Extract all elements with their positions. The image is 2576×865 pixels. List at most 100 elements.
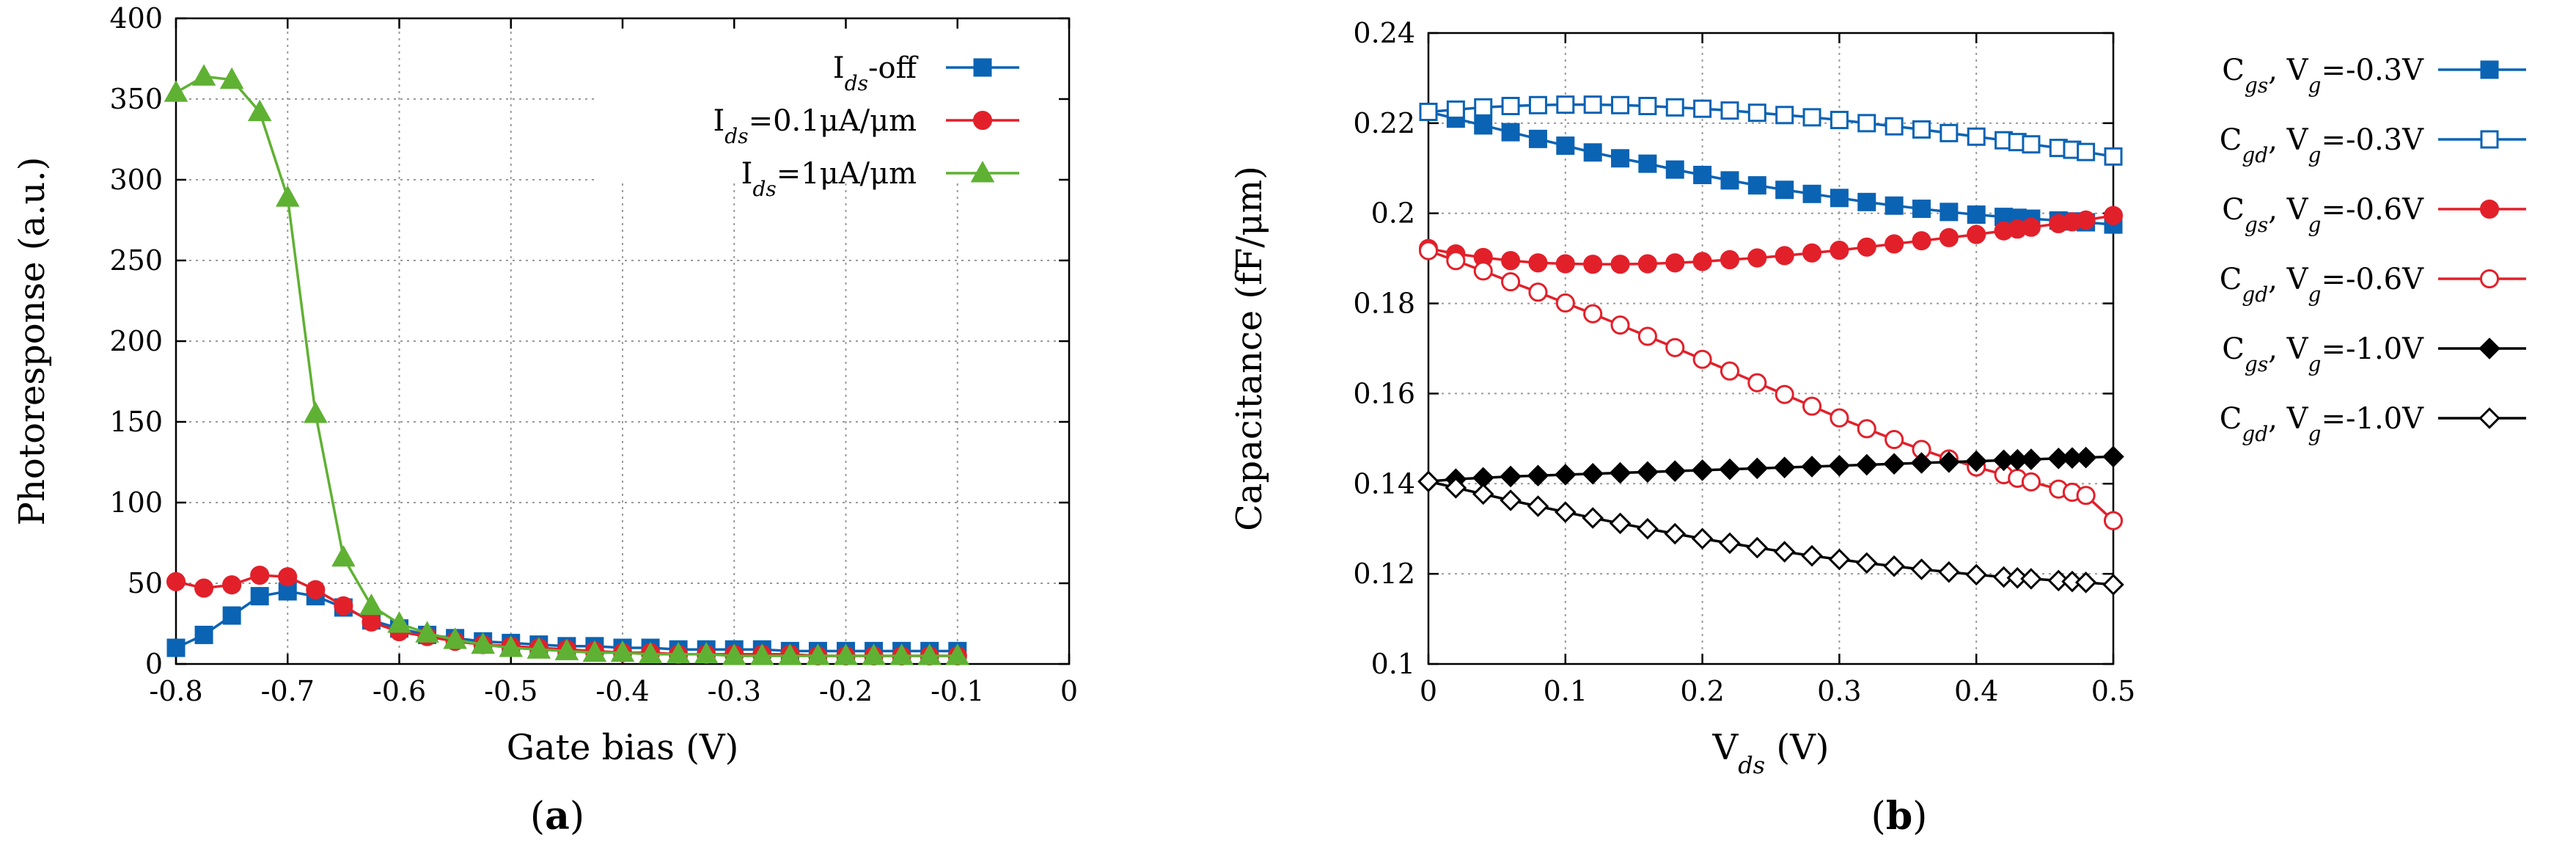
x-tick-label: 0.3: [1817, 675, 1861, 707]
data-point: [1528, 282, 1548, 302]
chart-b: 0 0.1 0.2 0.3 0.4 0.50.10.120.140.160.180.20.…: [1229, 17, 2526, 839]
data-point: [415, 621, 439, 643]
axes-frame: [1427, 32, 2115, 665]
y-tick-label: 400: [109, 2, 163, 34]
data-point: [1501, 251, 1521, 271]
data-point: [1583, 304, 1603, 324]
data-point: [1747, 103, 1766, 123]
data-point: [1693, 99, 1712, 118]
series-2: [164, 64, 970, 665]
data-point: [1637, 517, 1659, 540]
legend-label: Ids=0.1μA/μm: [713, 104, 917, 148]
data-point: [2021, 472, 2041, 492]
data-point: [1665, 160, 1684, 179]
y-tick-label: 250: [109, 244, 163, 277]
data-point: [1556, 95, 1575, 114]
data-point: [1720, 249, 1740, 270]
data-point: [1912, 120, 1931, 139]
legend-label: Cgs, Vg=-0.6V: [2222, 193, 2424, 237]
data-point: [1938, 451, 1960, 473]
data-point: [1501, 272, 1521, 292]
data-point: [1830, 408, 1849, 428]
x-tick-label: -0.2: [819, 675, 873, 707]
series-3: [1418, 241, 2124, 530]
data-point: [1746, 457, 1769, 480]
x-axis-label: Vds (V): [1712, 727, 1830, 779]
data-point: [1583, 143, 1602, 162]
data-point: [1528, 95, 1547, 114]
y-tick-label: 0.1: [1371, 648, 1415, 680]
data-point: [1637, 461, 1659, 483]
legend-marker: [2479, 199, 2500, 219]
data-point: [2047, 569, 2070, 592]
y-tick-label: 50: [128, 567, 163, 599]
data-point: [2103, 511, 2124, 530]
legend-marker: [2480, 60, 2499, 79]
data-point: [334, 596, 353, 616]
data-point: [1555, 293, 1575, 313]
legend-label: Cgd, Vg=-0.3V: [2220, 123, 2424, 167]
panel-label: (a): [530, 794, 584, 839]
data-point: [1719, 532, 1741, 555]
data-point: [1500, 489, 1522, 511]
data-point: [1638, 154, 1657, 173]
data-point: [1637, 326, 1657, 346]
y-tick-label: 0.22: [1353, 107, 1415, 139]
series-line: [1428, 480, 2114, 586]
legend-background: [594, 26, 1063, 183]
data-point: [2074, 572, 2097, 594]
data-point: [359, 593, 384, 616]
data-point: [1419, 103, 1438, 121]
data-point: [1719, 458, 1741, 481]
legend-marker: [973, 58, 992, 77]
data-point: [1609, 512, 1632, 535]
data-point: [1912, 200, 1931, 219]
data-point: [1828, 548, 1851, 571]
data-point: [1555, 254, 1575, 274]
data-point: [2076, 486, 2096, 506]
data-point: [1582, 463, 1604, 485]
data-point: [1828, 454, 1851, 477]
data-point: [1692, 252, 1712, 271]
data-point: [2006, 566, 2029, 589]
data-point: [247, 99, 272, 122]
data-point: [1556, 136, 1575, 156]
data-point: [778, 643, 802, 665]
data-point: [1417, 470, 1439, 492]
x-axis-label: Gate bias (V): [507, 727, 739, 768]
data-point: [1801, 456, 1823, 478]
x-tick-label: 0.1: [1544, 675, 1588, 707]
data-point: [1473, 261, 1493, 281]
x-tick-label: -0.5: [484, 675, 537, 707]
data-point: [1582, 507, 1604, 529]
x-tick-label: -0.7: [261, 675, 315, 707]
data-point: [222, 606, 241, 625]
data-point: [2061, 570, 2083, 593]
x-tick-label: -0.8: [149, 675, 202, 707]
x-tick-label: -0.4: [595, 675, 649, 707]
data-point: [443, 627, 467, 649]
data-point: [1638, 97, 1657, 116]
y-tick-label: 0.16: [1353, 377, 1415, 409]
data-point: [331, 544, 356, 567]
data-point: [1665, 337, 1685, 357]
data-point: [1773, 541, 1796, 563]
data-point: [1885, 196, 1904, 215]
data-point: [1775, 180, 1794, 200]
data-point: [1802, 396, 1822, 416]
data-point: [1747, 373, 1767, 393]
data-point: [191, 64, 216, 86]
data-point: [1610, 255, 1630, 274]
data-point: [1691, 528, 1714, 550]
data-point: [889, 643, 914, 665]
data-point: [278, 567, 298, 587]
data-point: [1555, 464, 1577, 486]
data-point: [1830, 111, 1849, 130]
data-point: [917, 643, 942, 665]
legend-label: Ids=1μA/μm: [741, 157, 917, 201]
legend-label: Cgd, Vg=-1.0V: [2220, 402, 2424, 446]
data-point: [1665, 253, 1685, 273]
legend-marker: [2478, 337, 2500, 359]
data-point: [1610, 315, 1630, 335]
data-point: [1857, 419, 1876, 439]
